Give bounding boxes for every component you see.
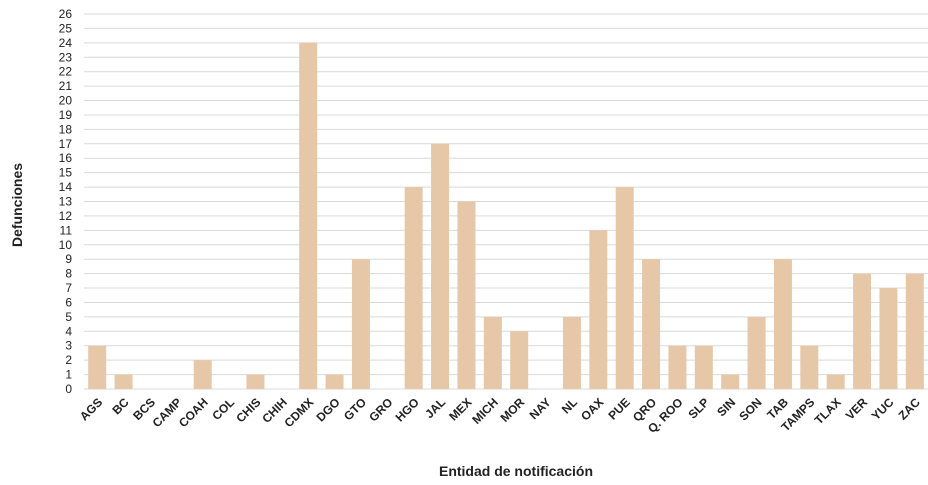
y-tick-label: 26 [59, 7, 73, 21]
y-tick-label: 20 [59, 94, 73, 108]
y-tick-label: 11 [60, 223, 73, 237]
bar [404, 187, 423, 389]
bar [747, 316, 766, 389]
y-tick-label: 0 [65, 382, 72, 396]
y-tick-label: 6 [65, 295, 72, 309]
x-tick-label: CHIS [233, 395, 263, 425]
bar [879, 288, 898, 389]
x-tick-label: COL [209, 395, 237, 423]
bar [589, 230, 608, 389]
bar [351, 259, 370, 389]
y-tick-label: 1 [65, 368, 72, 382]
bar [510, 331, 529, 389]
bar [246, 374, 265, 389]
bar [826, 374, 845, 389]
x-tick-label: MICH [469, 395, 501, 427]
x-axis-ticks: AGS BCBCSCAMPCOAHCOLCHISCHIHCDMXDGOGTOGRO… [77, 395, 923, 436]
bars [88, 42, 924, 389]
y-tick-label: 14 [59, 180, 73, 194]
x-tick-label: COAH [176, 395, 211, 430]
y-tick-label: 18 [59, 122, 73, 136]
y-tick-label: 3 [65, 339, 72, 353]
bar [694, 345, 713, 389]
y-tick-label: 24 [59, 36, 73, 50]
bar [615, 187, 634, 389]
y-tick-label: 13 [59, 195, 73, 209]
x-tick-label: NL [559, 395, 580, 416]
y-axis-title: Defunciones [9, 163, 25, 247]
x-tick-label: BC [110, 395, 132, 417]
y-tick-label: 9 [65, 252, 72, 266]
bar [853, 273, 872, 389]
y-tick-label: 12 [59, 209, 73, 223]
bar [431, 143, 450, 389]
x-tick-label: DGO [313, 395, 342, 424]
y-tick-label: 17 [59, 137, 73, 151]
x-tick-label: SON [736, 395, 764, 423]
x-axis-title: Entidad de notificación [439, 463, 593, 479]
x-tick-label: MOR [498, 395, 528, 425]
bar [193, 360, 212, 389]
grid-lines [84, 13, 928, 390]
bar [800, 345, 819, 389]
x-tick-label: MEX [446, 395, 474, 423]
x-tick-label: JAL [422, 395, 448, 421]
x-tick-label: TLAX [812, 395, 844, 427]
x-tick-label: AGS [77, 395, 105, 423]
bar [114, 374, 133, 389]
y-tick-label: 4 [65, 324, 72, 338]
bar [325, 374, 344, 389]
bar [562, 316, 581, 389]
y-tick-label: 16 [59, 151, 73, 165]
bar [721, 374, 740, 389]
bar [457, 201, 476, 389]
x-tick-label: SLP [686, 395, 712, 421]
x-tick-label: NAY [527, 395, 554, 422]
x-tick-label: CDMX [281, 395, 316, 430]
bar [299, 42, 318, 389]
x-tick-label: GRO [366, 395, 395, 424]
y-tick-label: 21 [59, 79, 73, 93]
bar [483, 316, 502, 389]
bar [642, 259, 661, 389]
x-tick-label: HGO [393, 395, 422, 424]
x-tick-label: PUE [605, 395, 632, 422]
bar [88, 345, 107, 389]
bar [773, 259, 792, 389]
bar [905, 273, 924, 389]
x-tick-label: OAX [578, 395, 606, 423]
y-tick-label: 5 [65, 310, 72, 324]
x-tick-label: ZAC [896, 395, 924, 423]
bar [668, 345, 687, 389]
y-tick-label: 15 [59, 166, 73, 180]
x-tick-label: GTO [341, 395, 369, 423]
x-tick-label: YUC [869, 395, 897, 423]
x-tick-label: VER [843, 395, 871, 423]
y-tick-label: 19 [59, 108, 73, 122]
y-tick-label: 2 [65, 353, 72, 367]
x-tick-label: SIN [714, 395, 738, 419]
y-axis-ticks: 0123456789101112131415161718192021222324… [59, 7, 73, 396]
y-tick-label: 7 [65, 281, 72, 295]
y-tick-label: 10 [59, 238, 73, 252]
y-tick-label: 22 [59, 65, 73, 79]
y-tick-label: 25 [59, 21, 73, 35]
y-tick-label: 23 [59, 50, 73, 64]
y-tick-label: 8 [65, 267, 72, 281]
